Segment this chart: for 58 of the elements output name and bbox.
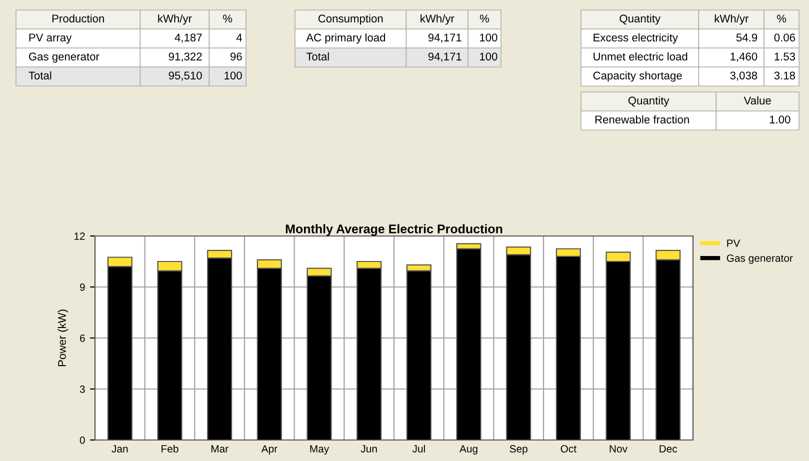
text: 95,510 [168, 72, 202, 81]
text: 100 [480, 52, 498, 60]
category-label: Quantity [628, 96, 670, 107]
text: 54.9 [736, 34, 758, 42]
legend-label: Gas generator [726, 254, 793, 264]
text: Renewable fraction [595, 115, 689, 124]
y-tick-label: 3 [80, 386, 85, 393]
text: Total [28, 71, 52, 80]
category-label: Consumption [318, 14, 383, 25]
y-axis-title: Power (kW) [58, 310, 68, 366]
x-tick-label: Apr [261, 445, 278, 455]
category-label: kWh/yr [158, 14, 192, 25]
text: 96 [230, 52, 242, 60]
category-label: Production [52, 14, 104, 22]
category-label: Value [744, 96, 771, 104]
category-label: % [480, 14, 490, 22]
y-tick-label: 0 [80, 436, 85, 444]
text: 1.00 [770, 116, 790, 124]
text: Gas generator [28, 52, 100, 63]
text: 91,322 [168, 52, 202, 62]
text: 3.18 [774, 72, 796, 80]
text: 3,038 [730, 72, 758, 81]
x-tick-label: Nov [610, 445, 628, 453]
text: 94,171 [428, 34, 462, 43]
text: 100 [224, 72, 242, 80]
text: 100 [480, 34, 498, 42]
x-tick-label: Jun [360, 445, 377, 453]
category-label: kWh/yr [420, 14, 454, 25]
category-label: % [223, 14, 232, 22]
x-tick-label: Oct [560, 445, 576, 453]
category-label: Quantity [620, 14, 661, 25]
x-tick-label: Feb [162, 444, 178, 453]
text: PV array [29, 34, 72, 44]
y-tick-label: 6 [80, 334, 85, 342]
y-tick-label: 9 [80, 284, 85, 291]
text: 94,171 [428, 52, 462, 62]
x-tick-label: May [310, 445, 330, 455]
text: 4 [236, 34, 242, 42]
x-tick-label: Aug [460, 445, 478, 455]
x-tick-label: Jul [412, 444, 425, 453]
text: Total [306, 52, 329, 60]
text: 0.06 [774, 34, 796, 42]
chart-title: Monthly Average Electric Production [286, 224, 502, 236]
legend-label: PV [727, 240, 740, 247]
text: Excess electricity [594, 33, 678, 44]
category-label: kWh/yr [714, 14, 749, 25]
x-tick-label: Mar [211, 445, 228, 453]
x-tick-label: Jan [112, 445, 128, 453]
text: 4,187 [174, 34, 202, 43]
text: AC primary load [306, 33, 386, 44]
y-tick-label: 12 [74, 232, 85, 240]
text: Capacity shortage [593, 71, 682, 82]
x-tick-label: Dec [660, 445, 678, 453]
text: Unmet electric load [594, 52, 688, 60]
category-label: % [777, 14, 786, 22]
text: 1,460 [730, 52, 758, 62]
text: 1.53 [774, 52, 796, 60]
x-tick-label: Sep [510, 445, 528, 455]
